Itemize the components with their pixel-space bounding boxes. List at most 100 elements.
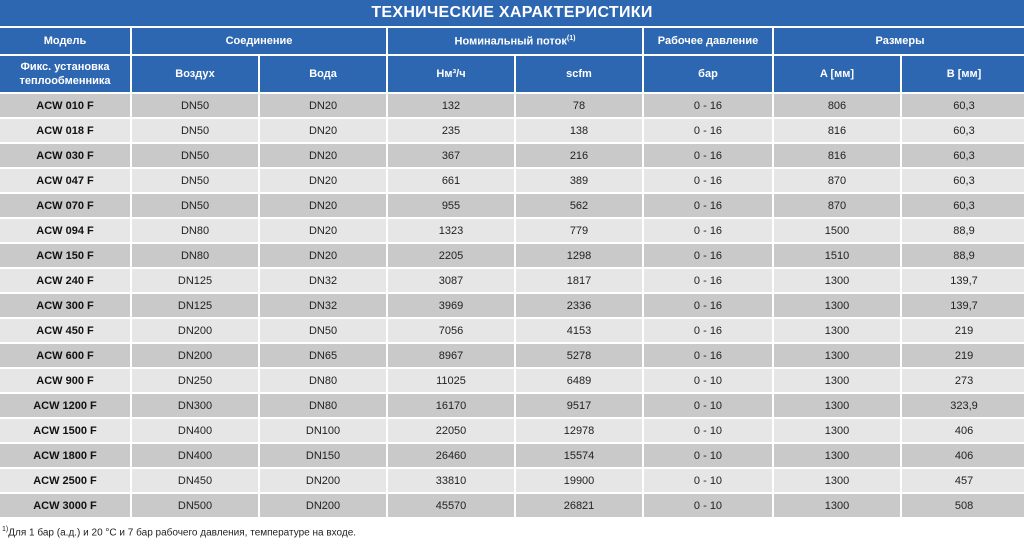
cell-a-mm: 1300 — [774, 419, 900, 442]
table-row: ACW 070 F DN50 DN20 955 562 0 - 16 870 60,3 — [0, 194, 1024, 217]
table-row: ACW 1200 F DN300 DN80 16170 9517 0 - 10 1300 32… — [0, 394, 1024, 417]
cell-air: DN50 — [132, 194, 258, 217]
cell-model: ACW 1800 F — [0, 444, 130, 467]
cell-nm3h: 1323 — [388, 219, 514, 242]
cell-bar: 0 - 16 — [644, 144, 772, 167]
cell-model: ACW 018 F — [0, 119, 130, 142]
table-row: ACW 450 F DN200 DN50 7056 4153 0 - 16 1300 219 — [0, 319, 1024, 342]
table-row: ACW 1800 F DN400 DN150 26460 15574 0 - 10 1300… — [0, 444, 1024, 467]
cell-a-mm: 1300 — [774, 394, 900, 417]
cell-b-mm: 406 — [902, 419, 1024, 442]
cell-bar: 0 - 10 — [644, 444, 772, 467]
cell-a-mm: 1510 — [774, 244, 900, 267]
cell-scfm: 26821 — [516, 494, 642, 517]
cell-b-mm: 219 — [902, 344, 1024, 367]
cell-a-mm: 816 — [774, 144, 900, 167]
cell-model: ACW 1200 F — [0, 394, 130, 417]
cell-water: DN80 — [260, 394, 386, 417]
cell-a-mm: 1300 — [774, 294, 900, 317]
cell-water: DN32 — [260, 269, 386, 292]
cell-b-mm: 60,3 — [902, 144, 1024, 167]
cell-b-mm: 60,3 — [902, 194, 1024, 217]
cell-model: ACW 010 F — [0, 94, 130, 117]
cell-nm3h: 2205 — [388, 244, 514, 267]
cell-b-mm: 219 — [902, 319, 1024, 342]
cell-water: DN20 — [260, 219, 386, 242]
cell-a-mm: 1500 — [774, 219, 900, 242]
table-row: ACW 094 F DN80 DN20 1323 779 0 - 16 1500 88,9 — [0, 219, 1024, 242]
cell-nm3h: 45570 — [388, 494, 514, 517]
table-row: ACW 030 F DN50 DN20 367 216 0 - 16 816 60,3 — [0, 144, 1024, 167]
cell-air: DN250 — [132, 369, 258, 392]
table-row: ACW 018 F DN50 DN20 235 138 0 - 16 816 60,3 — [0, 119, 1024, 142]
cell-air: DN200 — [132, 319, 258, 342]
table-row: ACW 150 F DN80 DN20 2205 1298 0 - 16 1510 88,9 — [0, 244, 1024, 267]
cell-a-mm: 1300 — [774, 269, 900, 292]
cell-model: ACW 2500 F — [0, 469, 130, 492]
table-row: ACW 1500 F DN400 DN100 22050 12978 0 - 10 1300… — [0, 419, 1024, 442]
header-flow-label: Номинальный поток — [454, 35, 567, 48]
cell-nm3h: 8967 — [388, 344, 514, 367]
cell-a-mm: 1300 — [774, 344, 900, 367]
cell-bar: 0 - 16 — [644, 319, 772, 342]
header-water: Вода — [260, 56, 386, 92]
cell-water: DN20 — [260, 169, 386, 192]
cell-bar: 0 - 16 — [644, 169, 772, 192]
cell-a-mm: 1300 — [774, 494, 900, 517]
header-row-2: Фикс. установка теплообменника Воздух Во… — [0, 56, 1024, 92]
cell-water: DN80 — [260, 369, 386, 392]
cell-scfm: 216 — [516, 144, 642, 167]
cell-scfm: 779 — [516, 219, 642, 242]
cell-model: ACW 070 F — [0, 194, 130, 217]
cell-a-mm: 816 — [774, 119, 900, 142]
header-bar: бар — [644, 56, 772, 92]
cell-water: DN65 — [260, 344, 386, 367]
table-row: ACW 047 F DN50 DN20 661 389 0 - 16 870 60,3 — [0, 169, 1024, 192]
cell-a-mm: 870 — [774, 169, 900, 192]
header-model: Модель — [0, 28, 130, 54]
cell-b-mm: 60,3 — [902, 119, 1024, 142]
cell-bar: 0 - 16 — [644, 244, 772, 267]
cell-air: DN400 — [132, 419, 258, 442]
cell-scfm: 19900 — [516, 469, 642, 492]
cell-scfm: 138 — [516, 119, 642, 142]
specs-table: Модель Соединение Номинальный поток(1) Р… — [0, 26, 1024, 519]
header-scfm: scfm — [516, 56, 642, 92]
cell-bar: 0 - 10 — [644, 394, 772, 417]
cell-a-mm: 1300 — [774, 469, 900, 492]
cell-scfm: 12978 — [516, 419, 642, 442]
cell-b-mm: 139,7 — [902, 269, 1024, 292]
cell-bar: 0 - 16 — [644, 344, 772, 367]
cell-a-mm: 870 — [774, 194, 900, 217]
cell-air: DN50 — [132, 169, 258, 192]
cell-scfm: 4153 — [516, 319, 642, 342]
header-nm3h: Нм³/ч — [388, 56, 514, 92]
header-row-1: Модель Соединение Номинальный поток(1) Р… — [0, 28, 1024, 54]
cell-bar: 0 - 10 — [644, 494, 772, 517]
cell-model: ACW 3000 F — [0, 494, 130, 517]
table-title: ТЕХНИЧЕСКИЕ ХАРАКТЕРИСТИКИ — [0, 0, 1024, 26]
cell-nm3h: 661 — [388, 169, 514, 192]
cell-air: DN50 — [132, 144, 258, 167]
cell-b-mm: 88,9 — [902, 244, 1024, 267]
cell-b-mm: 60,3 — [902, 169, 1024, 192]
header-flow: Номинальный поток(1) — [388, 28, 642, 54]
header-install: Фикс. установка теплообменника — [0, 56, 130, 92]
cell-a-mm: 1300 — [774, 319, 900, 342]
cell-air: DN200 — [132, 344, 258, 367]
cell-air: DN125 — [132, 294, 258, 317]
cell-scfm: 2336 — [516, 294, 642, 317]
cell-nm3h: 3087 — [388, 269, 514, 292]
cell-model: ACW 240 F — [0, 269, 130, 292]
cell-nm3h: 7056 — [388, 319, 514, 342]
cell-scfm: 9517 — [516, 394, 642, 417]
header-a-mm: A [мм] — [774, 56, 900, 92]
cell-b-mm: 139,7 — [902, 294, 1024, 317]
table-row: ACW 600 F DN200 DN65 8967 5278 0 - 16 1300 219 — [0, 344, 1024, 367]
cell-nm3h: 367 — [388, 144, 514, 167]
cell-nm3h: 33810 — [388, 469, 514, 492]
cell-scfm: 15574 — [516, 444, 642, 467]
footnote-ref: (1) — [566, 34, 576, 42]
cell-model: ACW 300 F — [0, 294, 130, 317]
cell-bar: 0 - 16 — [644, 194, 772, 217]
